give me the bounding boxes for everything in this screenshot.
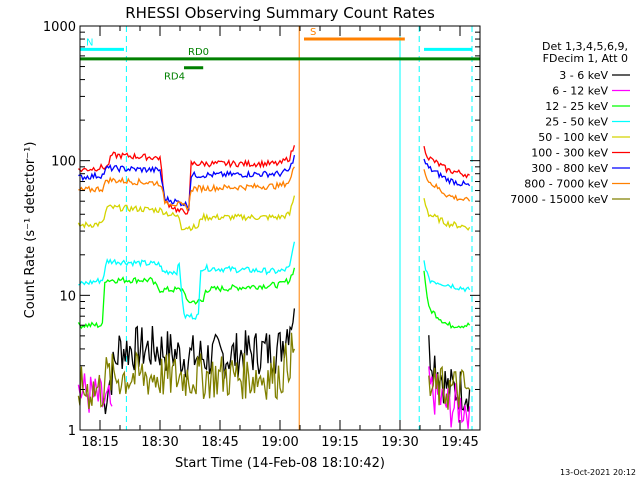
series-line-800-7000-kev <box>423 169 471 202</box>
x-tick-label: 19:00 <box>261 435 298 450</box>
series-line-25-50-kev <box>423 260 471 293</box>
x-tick-label: 18:30 <box>141 435 178 450</box>
series-line-50-100-kev <box>423 198 471 231</box>
x-tick-label: 19:15 <box>321 435 358 450</box>
series-line-300-800-kev <box>78 154 296 211</box>
x-tick-label: 19:30 <box>381 435 418 450</box>
x-tick-label: 19:45 <box>441 435 478 450</box>
series-line-12-25-kev <box>423 270 471 329</box>
series-line-100-300-kev <box>423 145 470 179</box>
legend-label-25-50-kev: 25 - 50 keV <box>545 116 608 129</box>
legend-header-line: FDecim 1, Att 0 <box>543 52 628 65</box>
series-line-7000-15000-kev <box>428 365 471 410</box>
legend-label-6-12-kev: 6 - 12 keV <box>552 85 608 98</box>
y-tick-label: 10 <box>59 289 76 304</box>
legend-label-3-6-kev: 3 - 6 keV <box>559 69 608 82</box>
legend-label-7000-15000-kev: 7000 - 15000 keV <box>510 193 608 206</box>
timestamp-footer: 13-Oct-2021 20:12 <box>560 468 636 477</box>
legend-header-line: Det 1,3,4,5,6,9, <box>542 40 628 53</box>
flag-label-rd4: RD4 <box>164 72 185 83</box>
series-line-100-300-kev <box>77 145 296 215</box>
y-tick-label: 1000 <box>43 20 76 35</box>
series-line-3-6-kev <box>101 308 296 415</box>
series-line-300-800-kev <box>423 158 471 187</box>
series-line-25-50-kev <box>78 241 296 321</box>
x-tick-label: 18:15 <box>81 435 118 450</box>
legend-label-800-7000-kev: 800 - 7000 keV <box>524 178 608 191</box>
series-line-7000-15000-kev <box>77 332 296 410</box>
flag-label-s: S <box>310 27 316 38</box>
x-axis-label: Start Time (14-Feb-08 18:10:42) <box>175 456 385 471</box>
y-tick-label: 100 <box>51 155 76 170</box>
y-axis-label: Count Rate (s⁻¹ detector⁻¹) <box>23 142 38 319</box>
flag-label-rd0: RD0 <box>188 47 209 58</box>
legend-label-12-25-kev: 12 - 25 keV <box>545 100 608 113</box>
series-line-12-25-kev <box>77 267 296 330</box>
legend-label-100-300-kev: 100 - 300 keV <box>531 147 608 160</box>
flag-label-n: N <box>86 37 93 48</box>
series-line-800-7000-kev <box>78 166 295 212</box>
legend-label-50-100-kev: 50 - 100 keV <box>538 131 608 144</box>
chart-title: RHESSI Observing Summary Count Rates <box>125 4 435 22</box>
series-line-50-100-kev <box>77 195 296 232</box>
y-tick-label: 1 <box>68 424 76 439</box>
x-tick-label: 18:45 <box>201 435 238 450</box>
legend-label-300-800-kev: 300 - 800 keV <box>531 162 608 175</box>
series-line-6-12-kev <box>77 373 113 413</box>
